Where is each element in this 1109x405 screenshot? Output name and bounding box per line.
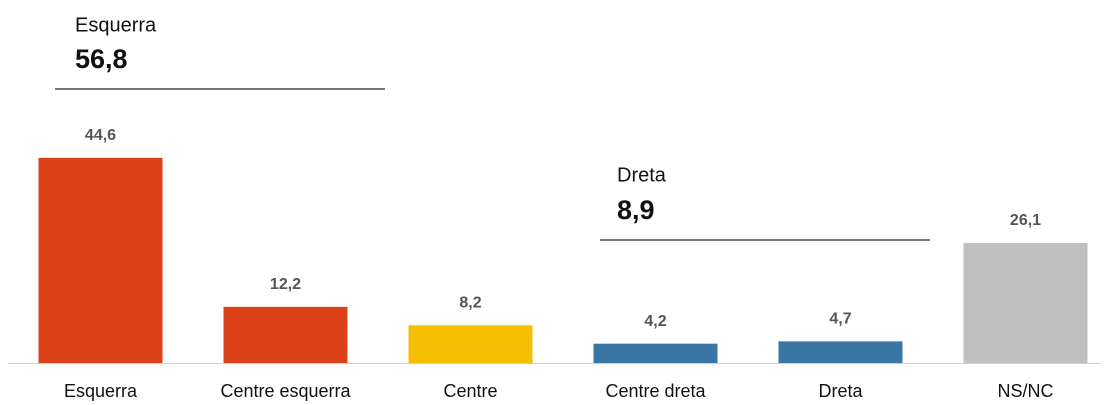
value-label: 4,2 <box>644 313 666 330</box>
group-total: 8,9 <box>617 195 655 225</box>
x-tick-label: Centre <box>443 381 497 401</box>
group-label: Dreta <box>617 164 667 186</box>
x-tick-label: NS/NC <box>997 381 1053 401</box>
x-tick-label: Centre dreta <box>605 381 706 401</box>
value-label: 12,2 <box>270 276 301 293</box>
value-label: 4,7 <box>829 311 851 328</box>
value-label: 8,2 <box>459 294 481 311</box>
group-total: 56,8 <box>75 44 128 74</box>
bar <box>38 157 163 363</box>
x-tick-label: Centre esquerra <box>220 381 351 401</box>
bar <box>778 341 903 363</box>
bar <box>223 306 348 363</box>
bar <box>593 343 718 363</box>
bar <box>963 242 1088 363</box>
value-label: 44,6 <box>85 127 116 144</box>
value-label: 26,1 <box>1010 212 1041 229</box>
x-tick-label: Esquerra <box>64 381 138 401</box>
x-tick-label: Dreta <box>818 381 863 401</box>
bar <box>408 325 533 363</box>
group-label: Esquerra <box>75 14 157 36</box>
